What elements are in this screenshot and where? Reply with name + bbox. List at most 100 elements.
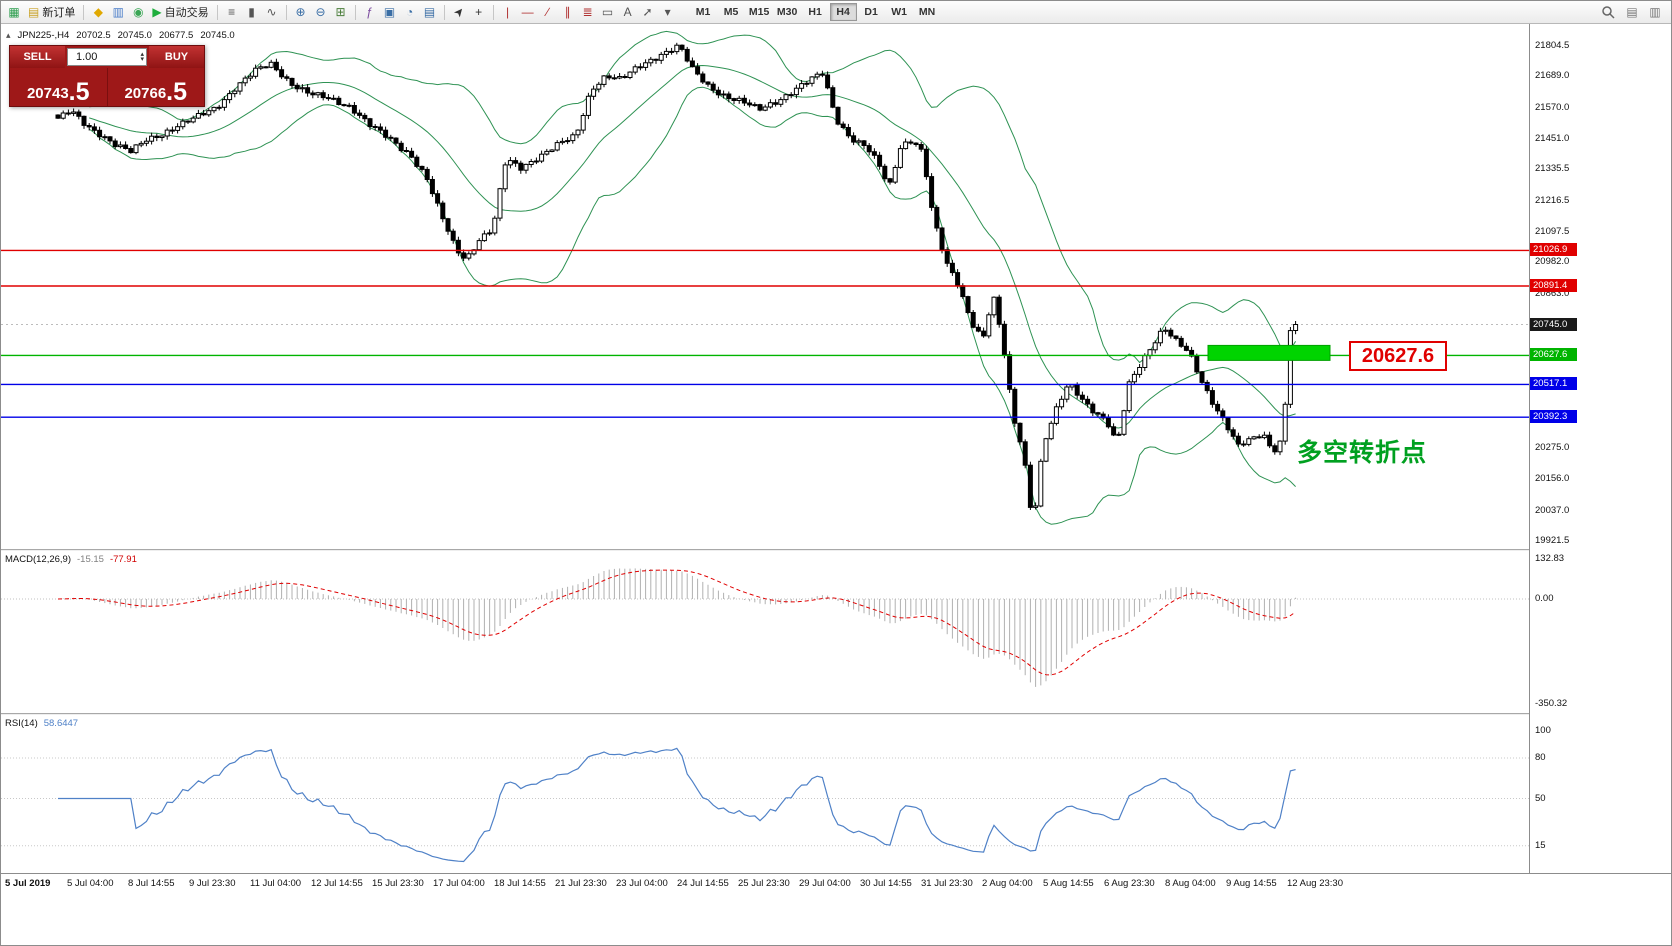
volume-value: 1.00 [76,51,98,63]
bar-chart-icon[interactable]: ≡ [222,3,242,22]
high-value: 20745.0 [117,30,152,41]
panel-divider[interactable] [1,713,1671,715]
time-axis-label: 12 Jul 14:55 [311,878,363,889]
autotrade-button[interactable]: ▶ 自动交易 [148,3,212,22]
toolbar-separator [492,4,494,20]
crosshair-icon: + [475,5,483,19]
data-window-icon[interactable]: ▤ [420,3,440,22]
spinner-up-icon[interactable]: ▴ [140,51,144,58]
chart-area[interactable]: ▴ JPN225-,H4 20702.5 20745.0 20677.5 207… [1,24,1671,893]
time-axis-label: 21 Jul 23:30 [555,878,607,889]
time-axis-label: 15 Jul 23:30 [372,878,424,889]
search-button[interactable] [1597,3,1619,22]
autotrade-button: ▶ [152,5,162,19]
price-level-box: 20392.3 [1530,410,1577,424]
price-scale-label: 19921.5 [1535,535,1570,546]
app-icon: ▦ [8,5,20,19]
annotation-text[interactable]: 多空转折点 [1297,439,1428,467]
indicators-icon[interactable]: ƒ [360,3,380,22]
text-icon[interactable]: A [618,3,638,22]
horizontal-line-icon: — [521,5,534,19]
macd-chart[interactable] [1,551,1529,713]
sell-price[interactable]: 20743.5 [10,68,108,106]
fibonacci-icon[interactable]: ≣ [578,3,598,22]
time-axis-label: 8 Jul 14:55 [128,878,175,889]
time-axis-label: 5 Aug 14:55 [1043,878,1094,889]
price-scale-label: 20863.0 [1535,287,1570,299]
timeframe-mn[interactable]: MN [918,6,936,18]
time-axis-label: 12 Aug 23:30 [1287,878,1343,889]
candlestick-chart-icon: ▮ [248,5,255,19]
volume-spinner[interactable]: ▴ ▾ [140,51,144,63]
close-value: 20745.0 [200,30,235,41]
toolbar-separator [216,4,218,20]
time-axis-label: 24 Jul 14:55 [677,878,729,889]
price-level-label[interactable]: 20627.6 [1349,341,1447,371]
navigator-icon: ▣ [383,5,396,19]
objects-dropdown-icon[interactable]: ▾ [658,3,678,22]
buy-price[interactable]: 20766.5 [124,78,188,106]
fibonacci-icon: ≣ [582,5,593,19]
ohlc-info: ▴ JPN225-,H4 20702.5 20745.0 20677.5 207… [6,30,235,41]
volume-field[interactable]: 1.00 ▴ ▾ [67,48,147,66]
one-click-toggle-icon[interactable]: ▴ [6,30,11,40]
toolbar: ▦ ▤ 新订单 ◆ ▥ ◉ ▶ 自动交易 ≡ ▮ ∿ ⊕ ⊖ ⊞ ƒ ▣ ◔ ▤ ➤ + | — ∕ ∥ ≣ ▭ A ➚ ▾ M1 M5 M… [1,1,1671,24]
timeframe-h1[interactable]: H1 [808,6,822,18]
horizontal-line-icon[interactable]: — [518,3,538,22]
navigator-icon[interactable]: ▣ [380,3,400,22]
refresh-icon[interactable]: ◉ [128,3,148,22]
tile-windows-icon[interactable]: ⊞ [331,3,351,22]
timeframe-h4[interactable]: H4 [829,3,857,21]
spinner-down-icon[interactable]: ▾ [140,56,144,63]
text-icon: A [623,5,632,19]
candlestick-chart-icon[interactable]: ▮ [242,3,262,22]
main-chart[interactable] [1,24,1529,549]
price-scale-label: 21804.5 [1535,40,1570,51]
timeframe-w1[interactable]: W1 [891,6,907,18]
timeframe-d1[interactable]: D1 [864,6,878,18]
trendline-icon[interactable]: ∕ [538,3,558,22]
window-list-button[interactable]: ▥ [1645,3,1665,22]
charts-icon[interactable]: ▥ [108,3,128,22]
timeframe-m15[interactable]: M15 [748,6,770,18]
price-scale-label: 20982.0 [1535,256,1570,268]
tile-windows-icon: ⊞ [335,5,346,19]
clock-icon[interactable]: ◔ [400,3,420,22]
macd-label: MACD(12,26,9) -15.15 -77.91 [5,554,137,565]
price-scale-label: 21570.0 [1535,101,1570,113]
cursor-icon: ➤ [449,3,468,21]
time-axis[interactable]: 5 Jul 2019 5 Jul 04:00 8 Jul 14:55 9 Jul 23… [1,873,1671,893]
search-icon [1602,6,1615,19]
time-axis-label: 8 Aug 04:00 [1165,878,1216,889]
sell-button[interactable]: SELL [10,46,65,68]
new-order-button-label: 新订单 [42,7,76,19]
zoom-in-icon[interactable]: ⊕ [291,3,311,22]
panel-divider[interactable] [1,549,1671,551]
profiles-icon[interactable]: ◆ [88,3,108,22]
indicators-icon: ƒ [366,5,373,19]
current-price-box: 20745.0 [1530,317,1577,331]
rsi-chart[interactable] [1,715,1529,873]
cursor-icon[interactable]: ➤ [449,3,469,22]
charts-icon: ▥ [112,5,125,19]
new-order-button[interactable]: ▤ 新订单 [24,3,79,22]
arrows-icon[interactable]: ➚ [638,3,658,22]
timeframe-m5[interactable]: M5 [723,6,739,18]
new-order-button: ▤ [28,5,40,19]
shapes-icon[interactable]: ▭ [598,3,618,22]
window-restore-button[interactable]: ▤ [1622,3,1642,22]
autotrade-button-label: 自动交易 [164,7,209,19]
vertical-line-icon[interactable]: | [498,3,518,22]
macd-scale-label: 0.00 [1535,593,1554,604]
price-scale[interactable]: 21804.5 21689.0 21570.0 21451.0 21335.5 21216… [1529,24,1671,873]
channel-icon[interactable]: ∥ [558,3,578,22]
crosshair-icon[interactable]: + [469,3,489,22]
timeframe-m30[interactable]: M30 [776,6,798,18]
zoom-out-icon[interactable]: ⊖ [311,3,331,22]
line-chart-icon[interactable]: ∿ [262,3,282,22]
price-scale-label: 20275.0 [1535,442,1570,454]
timeframe-m1[interactable]: M1 [695,6,711,18]
buy-button[interactable]: BUY [149,46,204,68]
arrows-icon: ➚ [642,5,653,19]
